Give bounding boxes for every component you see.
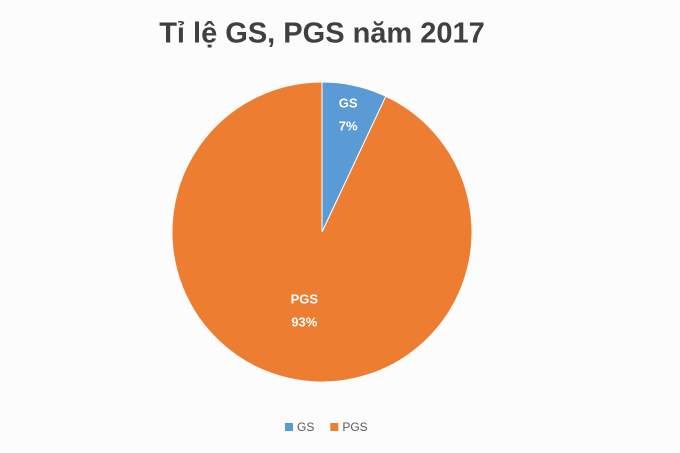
slice-value-label: 93%: [291, 314, 317, 329]
legend-swatch: [285, 423, 293, 431]
slice-category-label: GS: [339, 95, 358, 110]
legend-label: GS: [297, 420, 314, 434]
pie-slice: [171, 81, 473, 383]
legend-label: PGS: [342, 420, 367, 434]
slice-category-label: PGS: [291, 291, 319, 306]
legend-swatch: [330, 423, 339, 431]
slice-value-label: 7%: [339, 118, 358, 133]
chart-title: Tỉ lệ GS, PGS năm 2017: [159, 18, 485, 50]
